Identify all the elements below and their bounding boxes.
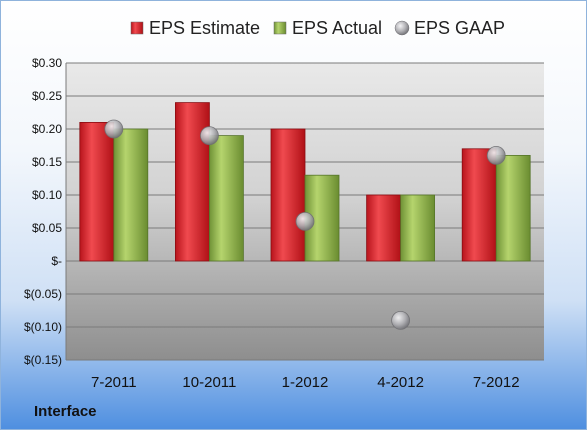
marker-eps-gaap [199,126,219,146]
y-tick-label: $0.15 [32,155,62,169]
company-name: Interface [34,403,97,420]
bar-eps-actual [400,194,436,262]
x-category-label: 7-2012 [473,374,520,391]
legend-label: EPS Actual [292,18,382,38]
marker-eps-gaap [104,119,124,139]
legend-swatch [273,21,287,35]
y-tick-label: $(0.15) [24,353,62,367]
marker-eps-gaap [391,310,411,330]
y-tick-label: $(0.10) [24,320,62,334]
x-category-label: 1-2012 [282,374,329,391]
bar-eps-estimate [174,102,210,262]
bar-eps-actual [495,154,531,262]
x-category-label: 7-2011 [91,374,137,391]
y-tick-label: $0.25 [32,89,62,103]
marker-eps-gaap [486,145,506,165]
bar-eps-estimate [270,128,306,262]
y-tick-label: $- [51,254,62,268]
bar-eps-actual [208,135,244,262]
marker-eps-gaap [295,211,315,231]
x-category-label: 10-2011 [182,374,236,391]
y-tick-label: $0.05 [32,221,62,235]
y-tick-label: $0.10 [32,188,62,202]
bar-eps-estimate [79,122,115,262]
y-tick-label: $0.20 [32,122,62,136]
bar-eps-estimate [366,194,402,262]
legend-swatch [130,21,144,35]
y-tick-label: $(0.05) [24,287,62,301]
legend-swatch [394,20,410,36]
legend-label: EPS Estimate [149,18,260,38]
bar-eps-actual [113,128,149,262]
x-category-label: 4-2012 [377,374,424,391]
legend-label: EPS GAAP [414,18,505,38]
y-tick-label: $0.30 [32,56,62,70]
bar-eps-estimate [461,148,497,262]
